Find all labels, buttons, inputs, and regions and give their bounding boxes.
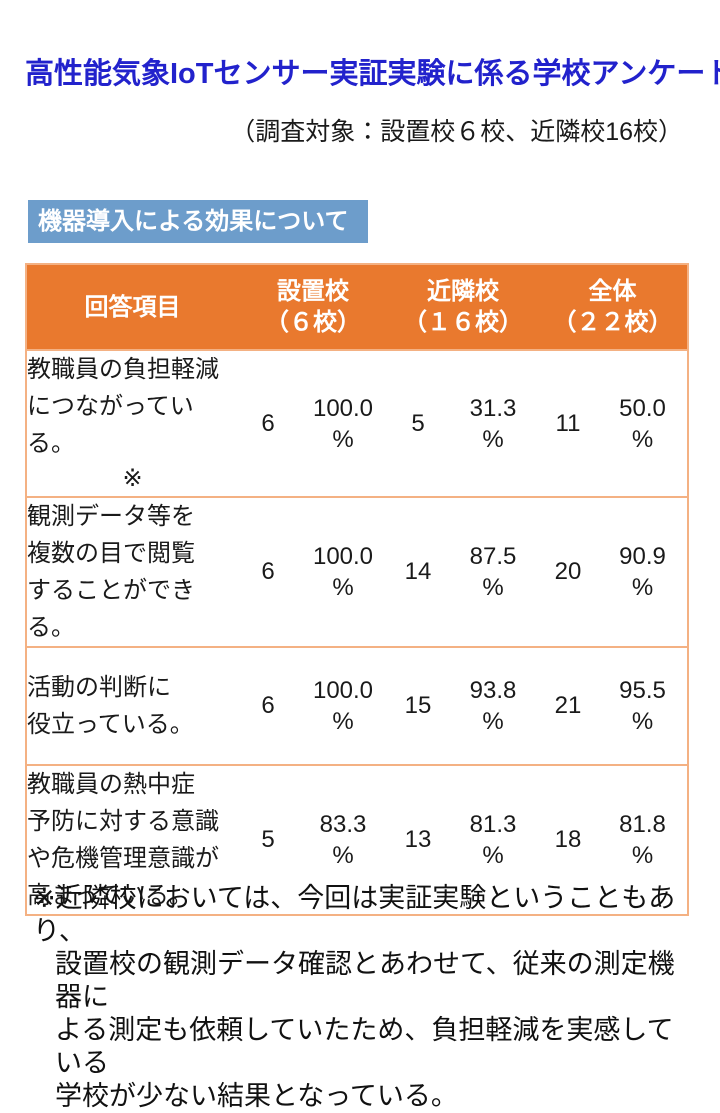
table-row: 教職員の負担軽減 につながっている。 ※ 6 100.0 % 5 31.3 % 1…	[26, 349, 688, 497]
row-item-label: 教職員の負担軽減 につながっている。 ※	[26, 349, 238, 497]
footnote-line: 設置校の観測データ確認とあわせて、従来の測定機器に	[55, 949, 675, 1012]
total-count: 20	[538, 496, 598, 647]
neighbor-percent: 93.8 %	[448, 646, 538, 765]
installed-percent: 100.0 %	[298, 496, 388, 647]
row-item-label: 活動の判断に 役立っている。	[26, 646, 238, 765]
section-header: 機器導入による効果について	[28, 200, 368, 243]
table-row: 活動の判断に 役立っている。 6 100.0 % 15 93.8 % 21 95…	[26, 646, 688, 765]
total-percent: 81.8 %	[598, 764, 688, 915]
installed-percent: 100.0 %	[298, 646, 388, 765]
survey-scope-subtitle: （調査対象：設置校６校、近隣校16校）	[230, 118, 683, 146]
neighbor-count: 14	[388, 496, 448, 647]
survey-results-table: 回答項目 設置校 （６校） 近隣校 （１６校） 全体 （２２校） 教職員の負担軽…	[25, 263, 689, 916]
table-row: 観測データ等を 複数の目で閲覧 することができる。 6 100.0 % 14 8…	[26, 496, 688, 647]
installed-count: 6	[238, 349, 298, 497]
footnote-mark: ※	[122, 465, 143, 492]
installed-percent: 83.3 %	[298, 764, 388, 915]
total-count: 11	[538, 349, 598, 497]
document-page: 高性能気象IoTセンサー実証実験に係る学校アンケート （調査対象：設置校６校、近…	[25, 58, 720, 1111]
installed-count: 6	[238, 496, 298, 647]
header-item-column: 回答項目	[26, 264, 238, 350]
total-percent: 95.5 %	[598, 646, 688, 765]
row-item-label: 教職員の熱中症 予防に対する意識 や危機管理意識が 高まっている。	[26, 764, 238, 915]
row-item-text: 教職員の負担軽減 につながっている。	[27, 356, 219, 457]
neighbor-percent: 31.3 %	[448, 349, 538, 497]
neighbor-percent: 81.3 %	[448, 764, 538, 915]
total-count: 18	[538, 764, 598, 915]
header-group-installed: 設置校 （６校）	[238, 264, 388, 350]
footnote-line: 学校が少ない結果となっている。	[55, 1081, 458, 1111]
header-group-total: 全体 （２２校）	[538, 264, 688, 350]
neighbor-count: 13	[388, 764, 448, 915]
installed-percent: 100.0 %	[298, 349, 388, 497]
row-item-label: 観測データ等を 複数の目で閲覧 することができる。	[26, 496, 238, 647]
total-count: 21	[538, 646, 598, 765]
footnote-line: よる測定も依頼していたため、負担軽減を実感している	[55, 1015, 674, 1078]
page-title: 高性能気象IoTセンサー実証実験に係る学校アンケート	[25, 58, 720, 90]
table-row: 教職員の熱中症 予防に対する意識 や危機管理意識が 高まっている。 5 83.3…	[26, 764, 688, 915]
total-percent: 50.0 %	[598, 349, 688, 497]
neighbor-count: 15	[388, 646, 448, 765]
footnote-line: ※近隣校においては、今回は実証実験ということもあり、	[33, 883, 676, 946]
installed-count: 6	[238, 646, 298, 765]
header-group-neighbor: 近隣校 （１６校）	[388, 264, 538, 350]
table-header-row: 回答項目 設置校 （６校） 近隣校 （１６校） 全体 （２２校）	[26, 264, 688, 350]
total-percent: 90.9 %	[598, 496, 688, 647]
neighbor-count: 5	[388, 349, 448, 497]
footnote: ※近隣校においては、今回は実証実験ということもあり、 設置校の観測データ確認とあ…	[33, 882, 683, 1113]
neighbor-percent: 87.5 %	[448, 496, 538, 647]
installed-count: 5	[238, 764, 298, 915]
